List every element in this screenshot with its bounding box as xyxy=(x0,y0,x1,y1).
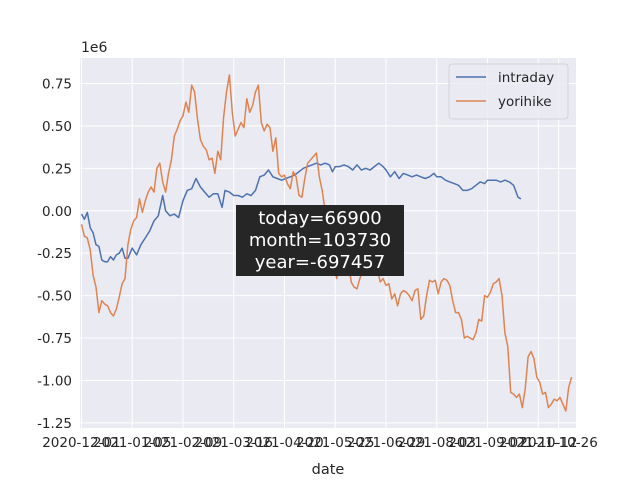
x-tick-label: 2021-05-25 xyxy=(296,435,374,451)
y-tick-label: 0.50 xyxy=(42,119,72,135)
x-tick-label: 2021-08-03 xyxy=(398,435,476,451)
annotation-line-year: year=-697457 xyxy=(255,252,385,273)
y-tick-label: -1.00 xyxy=(37,373,72,389)
x-tick-labels: 2020-12-012021-01-052021-02-092021-03-16… xyxy=(42,435,598,451)
x-tick-label: 2021-09-07 xyxy=(448,435,526,451)
x-tick-label: 2021-01-05 xyxy=(93,435,171,451)
y-offset-label: 1e6 xyxy=(81,40,108,56)
x-tick-label: 2020-12-01 xyxy=(42,435,120,451)
x-tick-label: 2021-10-12 xyxy=(499,435,577,451)
y-tick-label: -1.25 xyxy=(37,416,72,432)
x-tick-label: 2021-02-09 xyxy=(144,435,222,451)
y-tick-label: -0.50 xyxy=(37,289,72,305)
legend-label-yorihike: yorihike xyxy=(498,94,552,110)
legend: intraday yorihike xyxy=(448,63,569,120)
annotation-box: today=66900 month=103730 year=-697457 xyxy=(236,205,404,276)
y-tick-label: 0.00 xyxy=(42,204,72,220)
x-tick-label: 2021-03-16 xyxy=(194,435,272,451)
x-axis-label: date xyxy=(312,462,345,478)
annotation-background xyxy=(236,205,404,276)
annotation-line-month: month=103730 xyxy=(249,230,391,251)
annotation-line-today: today=66900 xyxy=(258,208,382,229)
x-tick-label: 2021-04-20 xyxy=(245,435,323,451)
x-tick-label: 2021-06-29 xyxy=(347,435,425,451)
legend-label-intraday: intraday xyxy=(498,70,554,86)
x-tick-label: 2021-10-26 xyxy=(519,435,597,451)
y-tick-label: -0.75 xyxy=(37,331,72,347)
x-gridlines xyxy=(80,58,560,428)
y-tick-label: 0.25 xyxy=(42,161,72,177)
y-tick-label: 0.75 xyxy=(42,76,72,92)
y-tick-label: -0.25 xyxy=(37,246,72,262)
y-tick-labels: -1.25 -1.00 -0.75 -0.50 -0.25 0.00 0.25 0.50 0.7… xyxy=(37,76,72,431)
